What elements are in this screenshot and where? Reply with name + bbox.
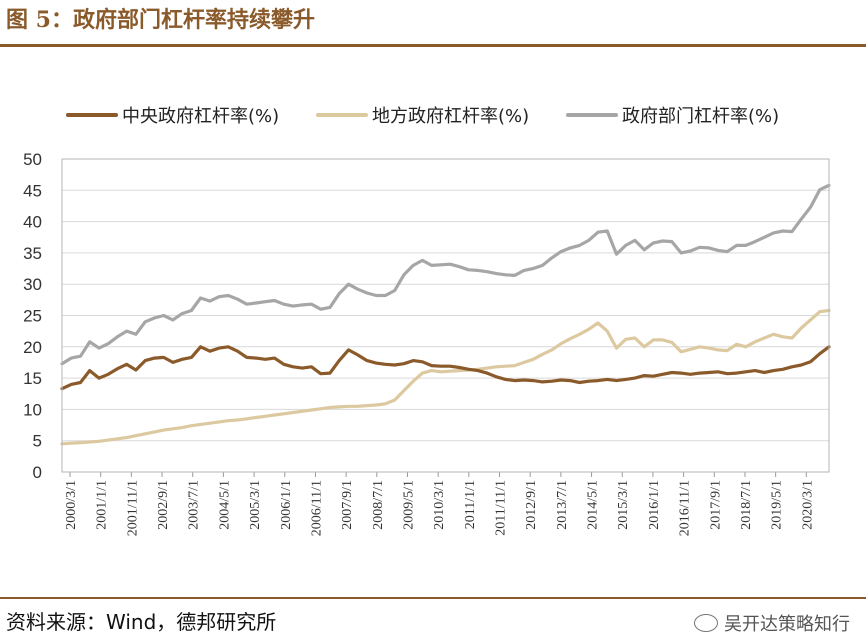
watermark-text: 吴开达策略知行	[724, 614, 850, 635]
source-note: 资料来源：Wind，德邦研究所	[6, 610, 277, 634]
x-tick-label: 2014/5/1	[586, 480, 601, 530]
legend-label-1: 中央政府杠杆率(%)	[122, 106, 279, 127]
x-tick-label: 2005/3/1	[248, 480, 263, 530]
series-line-1	[60, 345, 831, 391]
x-tick-label: 2020/3/1	[800, 480, 815, 530]
y-tick-label: 5	[33, 432, 42, 451]
y-tick-label: 45	[23, 181, 42, 200]
series-line-2	[60, 308, 831, 446]
x-tick-label: 2007/9/1	[340, 480, 355, 530]
legend-label-2: 地方政府杠杆率(%)	[372, 106, 529, 127]
x-tick-label: 2000/3/1	[64, 480, 79, 530]
top-rule	[0, 44, 866, 47]
x-tick-label: 2008/7/1	[371, 480, 386, 530]
x-tick-label: 2018/7/1	[739, 480, 754, 530]
x-tick-label: 2011/1/1	[463, 480, 478, 529]
x-tick-label: 2004/5/1	[217, 480, 232, 530]
x-axis-ticks: 2000/3/1 2001/1/1 2001/11/1 2002/9/1 2003/7/…	[64, 472, 815, 536]
y-tick-label: 20	[23, 338, 42, 357]
y-tick-label: 10	[23, 400, 42, 419]
y-tick-label: 40	[23, 213, 42, 232]
x-tick-label: 2002/9/1	[156, 480, 171, 530]
series-line-3	[60, 183, 831, 366]
y-tick-label: 25	[23, 307, 42, 326]
x-tick-label: 2019/5/1	[770, 480, 785, 530]
y-tick-label: 30	[23, 275, 42, 294]
wechat-icon	[694, 614, 718, 632]
x-tick-label: 2003/7/1	[187, 480, 202, 530]
legend: 中央政府杠杆率(%) 地方政府杠杆率(%) 政府部门杠杆率(%)	[66, 106, 779, 127]
series-lines	[60, 183, 831, 446]
x-tick-label: 2006/1/1	[279, 480, 294, 530]
plot-frame	[61, 158, 830, 473]
x-tick-label: 2001/1/1	[95, 480, 110, 530]
x-tick-label: 2009/5/1	[401, 480, 416, 530]
figure-title: 图 5：政府部门杠杆率持续攀升	[6, 7, 315, 33]
x-tick-label: 2010/3/1	[432, 480, 447, 530]
y-tick-label: 50	[23, 150, 42, 169]
y-axis-ticks: 0 5 10 15 20 25 30 35 40 45 50	[23, 150, 42, 482]
x-tick-label: 2015/3/1	[616, 480, 631, 530]
y-tick-label: 0	[33, 463, 42, 482]
y-tick-label: 15	[23, 369, 42, 388]
x-tick-label: 2016/1/1	[647, 480, 662, 530]
watermark: 吴开达策略知行	[694, 610, 850, 636]
x-tick-label: 2013/7/1	[555, 480, 570, 530]
x-tick-label: 2006/11/1	[309, 480, 324, 536]
x-tick-label: 2012/9/1	[524, 480, 539, 530]
x-tick-label: 2016/11/1	[678, 480, 693, 536]
x-tick-label: 2001/11/1	[125, 480, 140, 536]
x-tick-label: 2011/11/1	[494, 480, 509, 536]
y-tick-label: 35	[23, 244, 42, 263]
legend-label-3: 政府部门杠杆率(%)	[622, 106, 779, 127]
bottom-rule	[0, 597, 866, 599]
x-tick-label: 2017/9/1	[708, 480, 723, 530]
line-chart: 中央政府杠杆率(%) 地方政府杠杆率(%) 政府部门杠杆率(%) 051015202…	[23, 106, 831, 536]
